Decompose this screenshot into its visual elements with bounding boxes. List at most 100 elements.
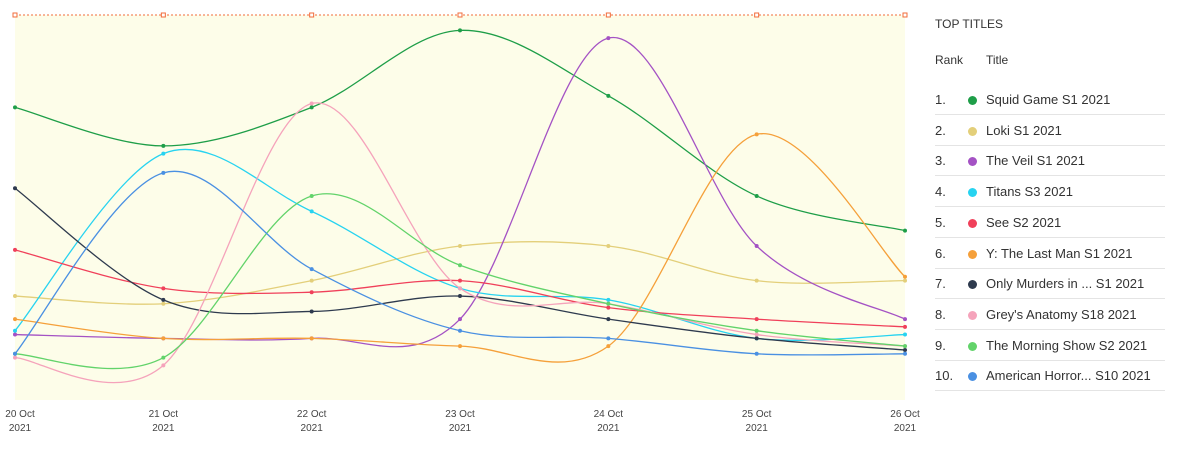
series-line <box>14 133 906 363</box>
data-point <box>309 267 314 272</box>
data-point <box>903 344 907 349</box>
data-point <box>754 336 759 341</box>
legend-row: 6. Y: The Last Man S1 2021 <box>935 238 1165 269</box>
data-point <box>606 93 611 98</box>
data-point <box>458 278 462 283</box>
legend-label: Y: The Last Man S1 2021 <box>986 245 1133 261</box>
legend-swatch <box>968 96 977 105</box>
legend-rank: 8. <box>935 306 946 322</box>
data-point <box>754 244 759 248</box>
legend-row: 5. See S2 2021 <box>935 207 1165 238</box>
data-point <box>309 290 314 295</box>
legend-title: TOP TITLES <box>935 17 1004 31</box>
data-point <box>903 351 907 356</box>
x-tick-label: 25 Oct 2021 <box>741 409 772 434</box>
data-point <box>161 170 166 175</box>
data-point <box>903 317 907 322</box>
legend-label: Squid Game S1 2021 <box>986 92 1111 107</box>
top-marker <box>12 12 18 18</box>
data-point <box>606 344 611 349</box>
data-point <box>458 294 462 299</box>
data-point <box>13 328 17 333</box>
data-point <box>13 332 17 337</box>
data-point <box>458 344 462 349</box>
data-point <box>13 186 17 191</box>
legend-rank: 3. <box>935 153 946 169</box>
plot-background <box>15 15 905 400</box>
x-tick-label: 23 Oct 2021 <box>445 409 475 434</box>
legend-rank: 10. <box>935 368 954 384</box>
legend-row: 3. The Veil S1 2021 <box>935 145 1165 177</box>
x-tick-label: 21 Oct 2021 <box>148 409 179 434</box>
data-point <box>458 317 462 322</box>
legend-row: 7. Only Murders in ... S1 2021 <box>935 268 1165 300</box>
legend-rank: 6. <box>935 245 946 261</box>
data-point <box>458 263 462 268</box>
x-tick-label: 20 Oct 2021 <box>5 409 35 434</box>
data-point <box>309 105 314 110</box>
data-point <box>754 317 759 322</box>
legend-row: 9. The Morning Show S2 2021 <box>935 330 1165 361</box>
legend-label: The Morning Show S2 2021 <box>986 337 1148 353</box>
data-point <box>309 209 314 214</box>
legend-swatch <box>968 249 977 259</box>
data-point <box>309 336 314 341</box>
data-point <box>903 332 907 337</box>
data-point <box>458 286 462 291</box>
legend-swatch <box>968 341 977 351</box>
top-marker <box>605 12 611 18</box>
data-point <box>458 28 462 33</box>
data-point <box>754 328 759 333</box>
data-point <box>161 151 166 156</box>
data-point <box>754 332 759 337</box>
data-point <box>903 347 907 352</box>
legend-row: 10. American Horror... S10 2021 <box>935 360 1165 392</box>
data-point <box>13 355 17 360</box>
data-point <box>161 297 166 302</box>
legend-label: American Horror... S10 2021 <box>986 368 1151 384</box>
legend-swatch <box>968 310 977 320</box>
data-point <box>903 324 907 329</box>
data-point <box>754 278 759 283</box>
data-point <box>754 132 759 137</box>
data-point <box>606 244 611 248</box>
data-point <box>903 274 907 279</box>
data-point <box>161 301 166 306</box>
legend-label: Titans S3 2021 <box>986 184 1073 200</box>
legend-label: See S2 2021 <box>986 214 1062 230</box>
data-point <box>309 309 314 314</box>
data-point <box>309 278 314 283</box>
data-point <box>309 101 314 106</box>
data-point <box>903 228 907 233</box>
legend-swatch <box>968 188 977 198</box>
x-tick-label: 24 Oct 2021 <box>593 409 624 434</box>
legend-row: 2. Loki S1 2021 <box>935 115 1165 146</box>
top-marker <box>309 12 315 18</box>
legend-rank: 9. <box>935 337 946 353</box>
data-point <box>754 351 759 356</box>
legend-label: Only Murders in ... S1 2021 <box>986 276 1145 292</box>
data-point <box>161 336 166 341</box>
chart <box>12 12 908 400</box>
legend-swatch <box>968 157 977 167</box>
data-point <box>606 36 611 41</box>
top-marker <box>754 12 760 18</box>
legend-row: 8. Grey's Anatomy S18 2021 <box>935 299 1165 330</box>
legend-label: Loki S1 2021 <box>986 122 1062 138</box>
legend-swatch <box>968 372 977 382</box>
data-point <box>13 247 17 252</box>
legend-rank: 1. <box>935 92 946 107</box>
data-point <box>161 363 166 368</box>
data-point <box>903 278 907 283</box>
top-marker <box>902 12 908 18</box>
legend-rank: 7. <box>935 276 946 292</box>
data-point <box>606 301 611 306</box>
data-point <box>606 305 611 310</box>
legend-rank: 4. <box>935 184 946 200</box>
data-point <box>13 351 17 356</box>
data-point <box>13 294 17 299</box>
data-point <box>458 244 462 248</box>
data-point <box>458 328 462 333</box>
top-marker <box>160 12 166 18</box>
data-point <box>161 286 166 291</box>
